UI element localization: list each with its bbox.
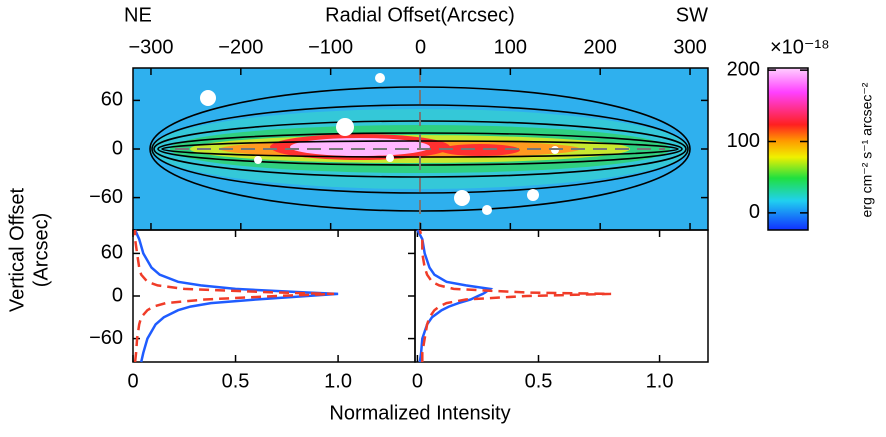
y-tick-label: 60 (101, 89, 123, 111)
profile-line (133, 230, 335, 363)
x-axis-label: Normalized Intensity (329, 402, 510, 424)
profile-line (418, 229, 612, 362)
y-tick-label: 0 (112, 137, 123, 159)
y-axis-label: (Arcsec) (30, 213, 52, 287)
annotation: NE (124, 4, 152, 26)
galaxy-image (133, 68, 708, 230)
x-tick-label: −300 (128, 36, 173, 58)
colorbar-tick-label: 100 (727, 130, 760, 152)
colorbar-label: erg cm⁻² s⁻¹ arcsec⁻² (859, 82, 875, 217)
x-tick-label: 100 (494, 36, 527, 58)
x-tick-label: 0.5 (525, 370, 553, 392)
x-tick-label: 200 (584, 36, 617, 58)
x-tick-label: 1.0 (646, 370, 674, 392)
x-tick-label: 0 (415, 36, 426, 58)
annotation: SW (676, 4, 708, 26)
colorbar-scale: ×10⁻¹⁸ (770, 36, 830, 58)
x-tick-label: 1.0 (324, 370, 352, 392)
x-tick-label: 0 (127, 370, 138, 392)
y-tick-label: 60 (101, 242, 123, 264)
x-tick-label: −200 (218, 36, 263, 58)
x-tick-label: 300 (673, 36, 706, 58)
title: Radial Offset(Arcsec) (325, 4, 515, 26)
profile-line (416, 229, 494, 363)
colorbar-tick-label: 200 (727, 58, 760, 80)
y-tick-label: −60 (89, 186, 123, 208)
x-tick-label: 0.5 (222, 370, 250, 392)
y-axis-label: Vertical Offset (6, 187, 28, 312)
y-tick-label: 0 (112, 284, 123, 306)
colorbar (767, 67, 809, 231)
x-tick-label: 0 (412, 370, 423, 392)
x-tick-label: −100 (308, 36, 353, 58)
colorbar-tick-label: 0 (749, 201, 760, 223)
y-tick-label: −60 (89, 327, 123, 349)
